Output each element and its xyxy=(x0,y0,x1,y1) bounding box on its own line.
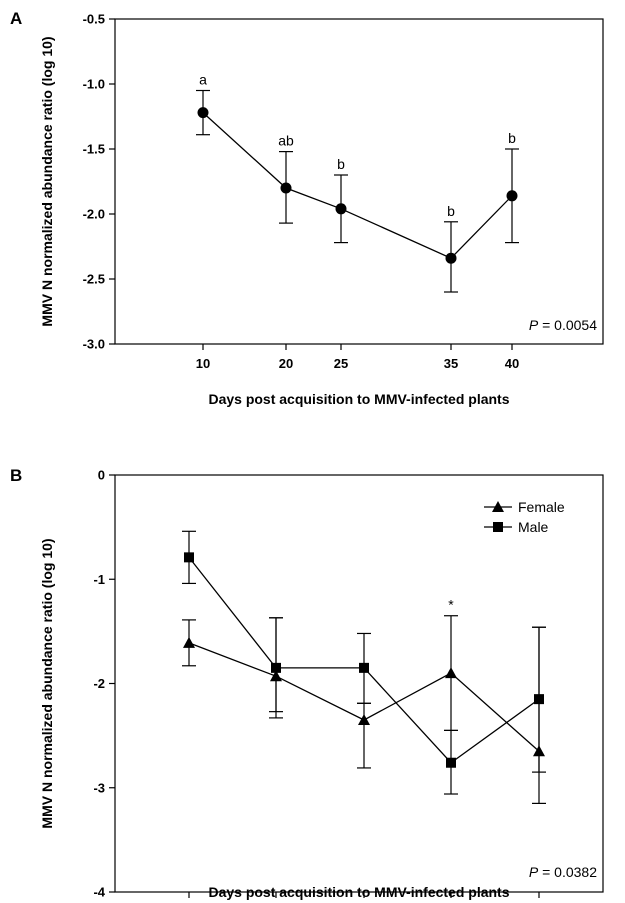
y-tick-label: -1.5 xyxy=(83,142,105,157)
significance-label: * xyxy=(448,597,454,613)
x-tick-label: 40 xyxy=(505,356,519,371)
data-point xyxy=(280,182,292,194)
data-point xyxy=(445,252,457,264)
significance-label: a xyxy=(199,72,207,88)
plot-frame xyxy=(114,474,604,893)
x-axis-title: Days post acquisition to MMV-infected pl… xyxy=(208,884,509,900)
p-value-prefix: P xyxy=(529,317,539,333)
y-tick-label: -0.5 xyxy=(83,12,105,27)
legend: Female Male xyxy=(484,499,565,535)
y-axis-title: MMV N normalized abundance ratio (log 10… xyxy=(39,538,55,828)
y-tick-label: -4 xyxy=(93,885,105,900)
series-male xyxy=(182,530,546,804)
x-tick-label: 20 xyxy=(279,356,293,371)
panel-b: B-4-3-2-101020253540Days post acquisitio… xyxy=(10,466,604,900)
x-axis-title: Days post acquisition to MMV-infected pl… xyxy=(208,391,509,407)
p-value-prefix: P xyxy=(529,864,539,880)
y-tick-label: -3 xyxy=(93,780,105,795)
significance-label: b xyxy=(337,156,345,172)
data-point xyxy=(446,757,456,768)
legend-marker xyxy=(492,501,504,512)
y-tick-label: -2.0 xyxy=(83,207,105,222)
p-value: P = 0.0054 xyxy=(529,317,597,333)
p-value-number: = 0.0382 xyxy=(538,864,597,880)
series-0 xyxy=(196,89,519,293)
plot-frame xyxy=(114,18,604,345)
data-point xyxy=(335,203,347,215)
x-tick-label: 10 xyxy=(196,356,210,371)
data-point xyxy=(358,713,370,725)
data-point xyxy=(445,667,457,679)
legend-marker xyxy=(493,522,503,532)
data-point xyxy=(359,662,369,673)
data-point xyxy=(534,694,544,705)
y-tick-label: -3.0 xyxy=(83,337,105,352)
data-point xyxy=(506,190,518,202)
y-tick-label: -2.5 xyxy=(83,272,105,287)
x-tick-label: 25 xyxy=(334,356,348,371)
y-axis-title: MMV N normalized abundance ratio (log 10… xyxy=(39,36,55,326)
p-value-number: = 0.0054 xyxy=(538,317,597,333)
panel-a: A -3.0 -2.5 -2.0 -1.5 -1.0 -0.5 10 20 25 35 40 Days … xyxy=(10,9,604,407)
significance-label: b xyxy=(508,130,516,146)
y-tick-label: -2 xyxy=(93,676,105,691)
x-tick-label: 35 xyxy=(444,356,458,371)
data-point xyxy=(271,662,281,673)
y-tick-label: -1 xyxy=(93,572,105,587)
legend-label: Male xyxy=(518,519,549,535)
p-value: P = 0.0382 xyxy=(529,864,597,880)
series-line xyxy=(202,112,513,259)
data-point xyxy=(183,636,195,648)
significance-label: ab xyxy=(278,133,294,149)
y-tick-label: 0 xyxy=(98,468,105,483)
significance-label: b xyxy=(447,203,455,219)
data-point xyxy=(184,552,194,563)
data-point xyxy=(197,107,209,119)
legend-label: Female xyxy=(518,499,565,515)
y-tick-label: -1.0 xyxy=(83,77,105,92)
panel-label: B xyxy=(10,466,22,485)
panel-label: A xyxy=(10,9,22,28)
